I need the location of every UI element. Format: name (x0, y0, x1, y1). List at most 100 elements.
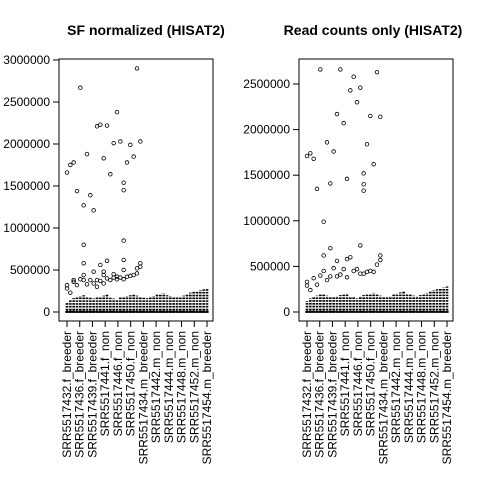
y-tick-label: 2500000 (3, 95, 50, 109)
box-group (362, 295, 366, 313)
outlier-point (74, 188, 80, 194)
box-group (355, 298, 359, 313)
outlier-point (328, 274, 333, 279)
outlier-point (121, 277, 126, 282)
x-tick-label: SRR5517434.m_breeder (376, 331, 390, 464)
outlier-point (81, 203, 86, 208)
x-axis: SRR5517432.f_breederSRR5517436.f_breeder… (60, 321, 214, 464)
box-group (118, 297, 122, 313)
outlier-point (114, 109, 120, 115)
box-group (335, 296, 339, 313)
box-group (328, 296, 332, 313)
outlier-point (361, 271, 366, 276)
box-group (352, 297, 356, 313)
outlier-point (138, 139, 143, 144)
box-group (345, 293, 349, 313)
box-group (65, 301, 69, 313)
outlier-point (71, 160, 76, 165)
outlier-point (348, 255, 353, 260)
box-group (385, 296, 389, 313)
outlier-point (361, 171, 366, 176)
x-tick-label: SRR5517454.m_breeder (440, 331, 454, 464)
box-group (165, 295, 169, 313)
x-tick-label: SRR5517448.m_non (175, 331, 189, 443)
outlier-point (334, 274, 340, 279)
outlier-point (81, 272, 86, 278)
outlier-point (378, 114, 383, 120)
x-tick-label: SRR5517434.m_breeder (136, 331, 150, 464)
outlier-point (121, 267, 126, 273)
box-group (442, 287, 446, 313)
box-group (315, 295, 319, 313)
outlier-point (378, 253, 383, 258)
outlier-point (331, 266, 336, 271)
x-tick-label: SRR5517454.m_breeder (200, 331, 214, 464)
box-group (152, 296, 156, 313)
outlier-point (101, 156, 106, 161)
y-tick-label: 3000000 (3, 53, 50, 67)
outlier-point (108, 277, 113, 283)
outlier-point (318, 67, 323, 72)
outlier-point (71, 277, 76, 283)
box-group (108, 297, 112, 313)
outlier-point (344, 275, 350, 280)
outlier-point (98, 262, 103, 268)
x-tick-label: SRR5517446.f_non (351, 331, 365, 436)
outlier-point (304, 153, 310, 159)
panel-read-counts: Read counts only (HISAT2) 0 500000 1000000… (243, 22, 462, 464)
outlier-point (104, 258, 110, 263)
box-group (168, 296, 173, 313)
outlier-point (371, 162, 376, 167)
outlier-point (341, 266, 346, 272)
box-group (382, 296, 386, 313)
box-group (378, 295, 382, 313)
outlier-point (98, 122, 103, 127)
outlier-point (104, 123, 110, 128)
box-group (88, 297, 92, 313)
box-group (322, 293, 326, 313)
outlier-point (64, 170, 70, 175)
box-group (368, 293, 372, 313)
outlier-point (108, 172, 113, 177)
outlier-point (344, 176, 350, 182)
outlier-point (334, 111, 340, 117)
box-group (318, 294, 322, 313)
y-tick-label: 0 (43, 305, 50, 319)
x-tick-label: SRR5517444.m_non (402, 331, 416, 443)
outlier-point (364, 141, 370, 147)
box-group (308, 298, 312, 313)
outlier-point (341, 121, 346, 126)
plot-area (304, 67, 449, 313)
outlier-point (138, 264, 143, 269)
x-tick-label: SRR5517436.f_breeder (313, 331, 327, 458)
panel-sf-normalized: SF normalized (HISAT2) 0 500000 1000000 150… (3, 22, 225, 464)
y-tick-label: 1000000 (3, 221, 50, 235)
x-tick-label: SRR5517436.f_breeder (73, 331, 87, 458)
outlier-point (91, 281, 96, 286)
outlier-point (98, 278, 103, 284)
box-group (145, 298, 149, 313)
box-group (172, 296, 176, 313)
box-group (402, 291, 406, 313)
box-group (338, 295, 342, 313)
outlier-point (88, 193, 93, 198)
outlier-point (331, 149, 336, 154)
outlier-point (351, 74, 356, 79)
x-tick-label: SRR5517442.m_non (389, 331, 403, 443)
y-axis: 0 500000 1000000 1500000 2000000 2500000 (243, 77, 300, 319)
box-group (178, 296, 183, 313)
outlier-point (304, 279, 310, 285)
outlier-point (314, 282, 320, 287)
box-group (325, 295, 329, 313)
outlier-point (324, 140, 330, 145)
outlier-point (308, 151, 313, 156)
x-tick-label: SRR5517450.f_non (364, 331, 378, 436)
y-tick-label: 2000000 (243, 123, 290, 137)
box-group (395, 293, 399, 313)
outlier-point (134, 66, 140, 71)
x-tick-label: SRR5517432.f_breeder (60, 331, 74, 458)
box-group (75, 296, 79, 313)
outlier-point (81, 277, 86, 283)
box-group (388, 296, 392, 313)
y-tick-label: 0 (283, 305, 290, 319)
